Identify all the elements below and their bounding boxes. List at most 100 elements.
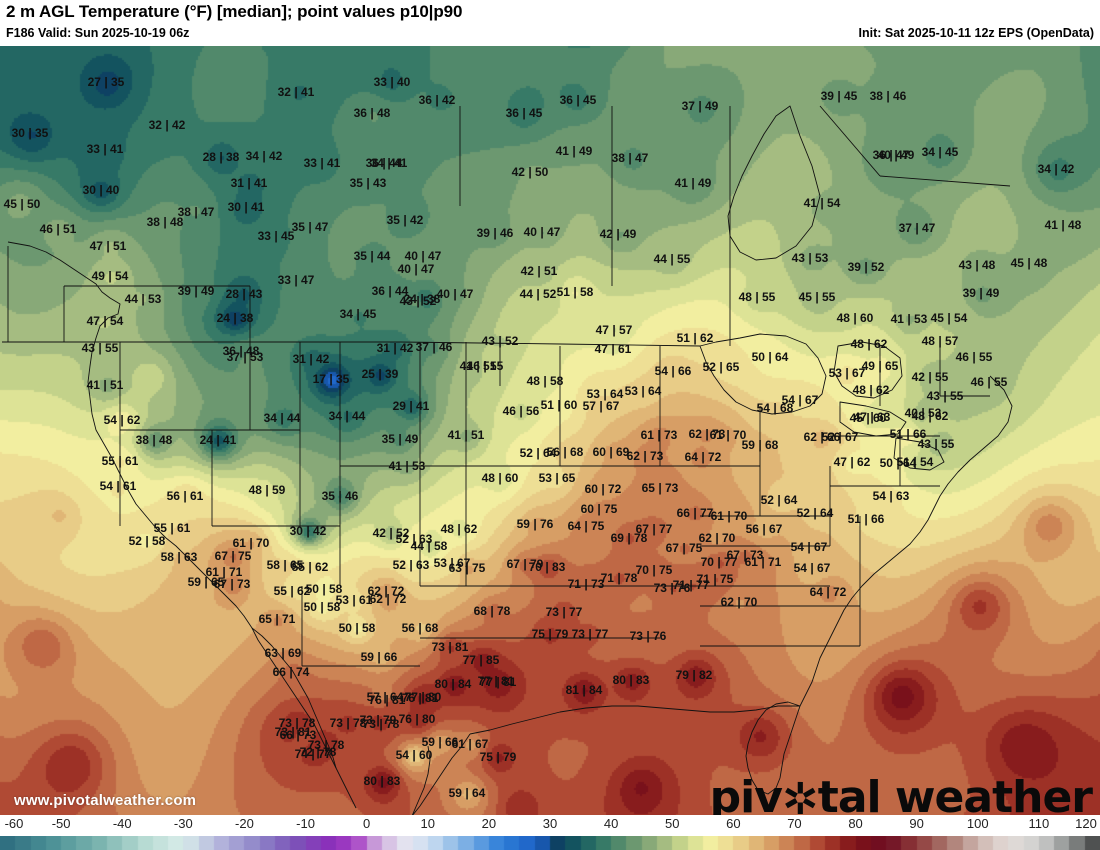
point-value-label: 62 | 72 — [369, 592, 407, 606]
point-value-label: 76 | 81 — [368, 693, 406, 707]
geo-boundary — [2, 341, 701, 347]
point-value-label: 71 | 75 — [696, 572, 734, 586]
point-value-label: 55 | 61 — [153, 521, 191, 535]
point-value-label: 54 | 63 — [872, 489, 910, 503]
point-value-label: 45 | 54 — [930, 311, 968, 325]
colorbar-tick: -60 — [4, 816, 24, 831]
point-value-label: 42 | 55 — [911, 370, 949, 384]
point-value-label: 38 | 47 — [177, 205, 215, 219]
point-value-label: 44 | 52 — [519, 287, 557, 301]
point-value-label: 73 | 76 — [629, 629, 667, 643]
geo-boundary — [251, 627, 337, 769]
point-value-label: 75 | 79 — [479, 750, 517, 764]
point-value-label: 17 | 35 — [312, 372, 350, 386]
colorbar-tick: 50 — [664, 816, 680, 831]
point-value-label: 70 | 75 — [635, 563, 673, 577]
point-value-label: 43 | 55 — [926, 389, 964, 403]
point-value-label: 77 | 81 — [479, 675, 517, 689]
point-value-label: 43 | 52 — [481, 334, 519, 348]
point-value-label: 36 | 47 — [872, 148, 910, 162]
point-value-label: 54 | 60 — [395, 748, 433, 762]
geo-boundary — [833, 341, 903, 399]
colorbar-tick: 0 — [363, 816, 371, 831]
point-value-label: 43 | 55 — [81, 341, 119, 355]
point-value-label: 52 | 67 — [821, 430, 859, 444]
point-value-label: 67 | 75 — [214, 549, 252, 563]
point-value-label: 52 | 64 — [519, 446, 557, 460]
point-value-label: 71 | 78 — [600, 571, 638, 585]
point-value-label: 35 | 46 — [321, 489, 359, 503]
point-value-label: 61 | 70 — [710, 509, 748, 523]
point-value-label: 53 | 64 — [624, 384, 662, 398]
point-value-label: 41 | 53 — [388, 459, 426, 473]
page-title: 2 m AGL Temperature (°F) [median]; point… — [6, 2, 463, 21]
map-canvas-container[interactable]: 27 | 35 30 | 35 33 | 41 32 | 42 30 | 40 28 | … — [0, 46, 1100, 815]
point-value-label: 66 | 74 — [272, 665, 310, 679]
point-value-label: 40 | 49 — [877, 148, 915, 162]
point-value-label: 79 | 82 — [675, 668, 713, 682]
point-value-label: 45 | 48 — [1010, 256, 1048, 270]
point-value-label: 36 | 44 — [371, 284, 409, 298]
point-value-label: 60 | 75 — [580, 502, 618, 516]
point-value-label: 51 | 54 — [896, 455, 934, 469]
point-value-label: 48 | 57 — [921, 334, 959, 348]
point-value-label: 41 | 53 — [890, 312, 928, 326]
point-value-label: 73 | 78 — [307, 738, 345, 752]
point-value-label: 54 | 66 — [654, 364, 692, 378]
point-value-label: 51 | 60 — [540, 398, 578, 412]
geo-boundary — [839, 401, 907, 437]
point-value-label: 41 | 49 — [555, 144, 593, 158]
point-value-label: 51 | 66 — [889, 427, 927, 441]
point-value-label: 34 | 42 — [245, 149, 283, 163]
point-value-label: 30 | 42 — [289, 524, 327, 538]
geo-boundary — [819, 105, 881, 177]
point-value-label: 55 | 61 — [101, 454, 139, 468]
point-value-label: 35 | 42 — [386, 213, 424, 227]
point-value-label: 54 | 62 — [103, 413, 141, 427]
point-value-label: 66 | 77 — [676, 506, 714, 520]
map-header: 2 m AGL Temperature (°F) [median]; point… — [0, 0, 1100, 46]
point-value-label: 62 | 72 — [367, 584, 405, 598]
point-value-label: 77 | 80 — [404, 690, 442, 704]
point-value-label: 73 | 81 — [274, 725, 312, 739]
point-value-label: 69 | 78 — [610, 531, 648, 545]
point-value-label: 25 | 39 — [361, 367, 399, 381]
point-value-label: 33 | 45 — [257, 229, 295, 243]
point-value-label: 56 | 68 — [401, 621, 439, 635]
pivotal-weather-logo: piv✲tal weather — [710, 772, 1093, 815]
geography-overlay — [2, 105, 1013, 815]
colorbar-tick-labels: -60 -50 -40 -30 -20 -10 0 10 20 30 40 50 60 70 80 90 100… — [0, 815, 1100, 835]
point-value-label: 77 | 85 — [462, 653, 500, 667]
point-value-label: 59 | 68 — [741, 438, 779, 452]
point-value-label: 42 | 51 — [520, 264, 558, 278]
point-value-label: 38 | 48 — [135, 433, 173, 447]
point-value-label: 56 | 68 — [546, 445, 584, 459]
colorbar-tick: -10 — [296, 816, 315, 831]
point-value-label: 50 | 58 — [305, 582, 343, 596]
colorbar: -60 -50 -40 -30 -20 -10 0 10 20 30 40 50 60 70 80 90 100… — [0, 815, 1100, 850]
point-value-label: 53 | 67 — [828, 366, 866, 380]
point-value-label: 48 | 60 — [836, 311, 874, 325]
point-value-label: 62 | 73 — [688, 427, 726, 441]
point-value-label: 62 | 73 — [626, 449, 664, 463]
point-value-label: 67 | 75 — [665, 541, 703, 555]
point-value-label: 39 | 46 — [476, 226, 514, 240]
point-value-label: 45 | 55 — [798, 290, 836, 304]
point-value-label: 59 | 65 — [187, 575, 225, 589]
point-value-label: 73 | 78 — [362, 717, 400, 731]
point-value-label: 34 | 42 — [1037, 162, 1075, 176]
temperature-field — [0, 46, 1100, 815]
point-value-label: 76 | 80 — [398, 712, 436, 726]
point-value-label: 28 | 43 — [225, 287, 263, 301]
geo-boundary — [7, 241, 357, 809]
point-value-label: 52 | 65 — [702, 360, 740, 374]
gear-icon: ✲ — [781, 774, 819, 815]
point-value-label: 24 | 41 — [199, 433, 237, 447]
point-value-label: 34 | 45 — [339, 307, 377, 321]
point-value-label: 34 | 41 — [370, 156, 408, 170]
point-value-label: 52 | 64 — [760, 493, 798, 507]
point-value-label: 44 | 55 — [653, 252, 691, 266]
point-value-label: 61 | 70 — [232, 536, 270, 550]
colorbar-tick: 40 — [603, 816, 619, 831]
geo-boundary — [412, 733, 471, 815]
